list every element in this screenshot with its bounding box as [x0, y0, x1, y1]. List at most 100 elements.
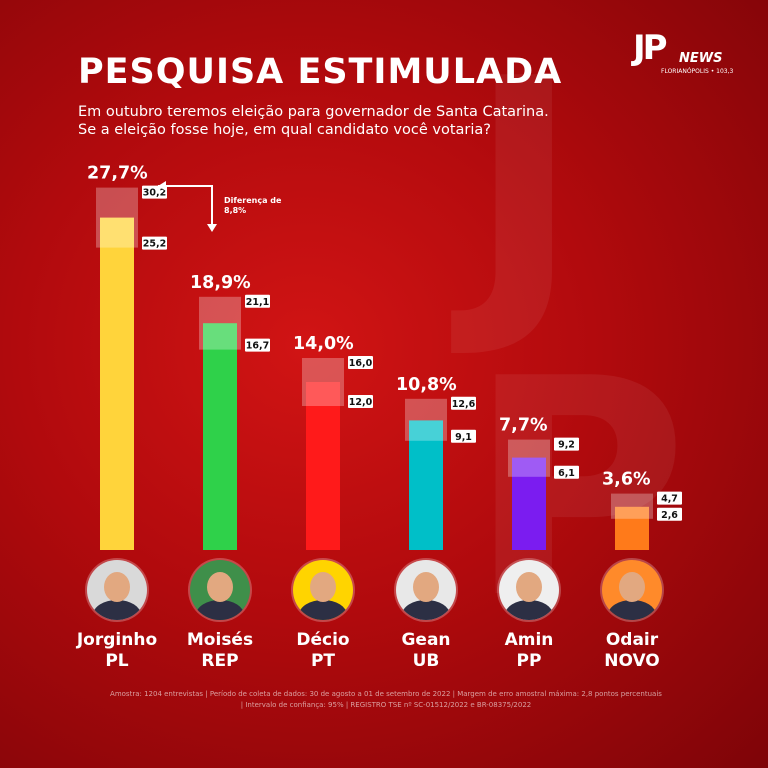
subtitle-line-1: Em outubro teremos eleição para governad…: [78, 104, 549, 120]
avatar-head: [104, 572, 130, 602]
annotation-line-2: 8,8%: [224, 206, 247, 215]
candidate-first-name: Jorginho: [76, 630, 158, 650]
logo-letters: JP: [633, 28, 668, 68]
bar: [512, 457, 546, 550]
difference-arrow-head-left: [158, 181, 166, 191]
upper-bound-label: 9,2: [558, 440, 575, 451]
error-band: [199, 296, 241, 350]
value-label: 14,0%: [293, 334, 354, 354]
error-band: [96, 187, 138, 248]
subtitle-line-2: Se a eleição fosse hoje, em qual candida…: [78, 122, 491, 138]
candidate-card: Jorginho PL: [62, 560, 172, 672]
error-band: [611, 493, 653, 519]
avatar-body: [196, 600, 244, 620]
upper-bound-label: 21,1: [246, 297, 269, 308]
annotation-line-1: Diferença de: [224, 196, 282, 205]
page-subtitle: Em outubro teremos eleição para governad…: [78, 103, 549, 139]
value-label: 7,7%: [499, 416, 548, 436]
candidate-avatar: [396, 560, 456, 620]
methodology-footnote: Amostra: 1204 entrevistas | Período de c…: [70, 689, 702, 711]
difference-arrow-line: [158, 185, 213, 226]
candidate-first-name: Odair: [605, 630, 659, 650]
candidate-list: Jorginho PL Moisés REP Décio PT Gean UB Amin PP Od…: [0, 560, 768, 680]
candidate-party: PL: [105, 651, 129, 671]
bar: [615, 506, 649, 550]
lower-bound-box: [142, 236, 167, 250]
avatar-head: [310, 572, 336, 602]
candidate-avatar: [293, 560, 353, 620]
candidate-party: REP: [201, 651, 239, 671]
candidate-party: NOVO: [604, 651, 660, 671]
candidate-first-name: Gean: [401, 630, 451, 650]
avatar-body: [402, 600, 450, 620]
candidate-avatar: [87, 560, 147, 620]
avatar-head: [207, 572, 233, 602]
candidate-card: Amin PP: [474, 560, 584, 672]
upper-bound-label: 4,7: [661, 494, 678, 505]
difference-arrow-head-down: [207, 224, 217, 232]
candidate-party: PP: [516, 651, 542, 671]
candidate-name: Moisés REP: [165, 630, 275, 672]
candidate-name: Amin PP: [474, 630, 584, 672]
candidate-avatar: [499, 560, 559, 620]
avatar-body: [608, 600, 656, 620]
candidate-name: Gean UB: [371, 630, 481, 672]
value-label: 27,7%: [87, 164, 148, 184]
lower-bound-label: 12,0: [349, 397, 373, 408]
footnote-line-2: | Intervalo de confiança: 95% | REGISTRO…: [240, 701, 532, 709]
candidate-avatar: [602, 560, 662, 620]
upper-bound-box: [245, 294, 270, 308]
avatar-head: [619, 572, 645, 602]
avatar-head: [413, 572, 439, 602]
upper-bound-box: [142, 185, 167, 199]
candidate-party: UB: [412, 651, 440, 671]
avatar-body: [93, 600, 141, 620]
upper-bound-label: 30,2: [143, 188, 166, 199]
difference-annotation: Diferença de 8,8%: [224, 196, 294, 216]
candidate-avatar: [190, 560, 250, 620]
candidate-first-name: Décio: [296, 630, 350, 650]
jp-news-logo: JP NEWS FLORIANÓPOLIS • 103,3: [633, 28, 743, 78]
candidate-first-name: Moisés: [186, 630, 254, 650]
value-label: 18,9%: [190, 273, 251, 293]
candidate-card: Odair NOVO: [577, 560, 687, 672]
error-band: [405, 398, 447, 441]
upper-bound-box: [451, 396, 476, 410]
avatar-head: [516, 572, 542, 602]
lower-bound-box: [451, 429, 476, 443]
bar: [203, 323, 237, 550]
error-band: [302, 358, 344, 406]
lower-bound-label: 16,7: [246, 341, 269, 352]
lower-bound-label: 9,1: [455, 432, 472, 443]
error-band: [508, 439, 550, 477]
logo-city: FLORIANÓPOLIS • 103,3: [661, 68, 734, 75]
bar-chart: 30,2 25,2 27,7% 21,1 16,7 18,9% 16,0 12,0 14,0% 1…: [87, 164, 682, 550]
avatar-body: [505, 600, 553, 620]
bar: [306, 382, 340, 550]
candidate-name: Odair NOVO: [577, 630, 687, 672]
value-label: 3,6%: [602, 470, 651, 490]
candidate-name: Décio PT: [268, 630, 378, 672]
upper-bound-label: 16,0: [349, 358, 373, 369]
upper-bound-box: [554, 437, 579, 451]
value-label: 10,8%: [396, 375, 457, 395]
avatar-body: [299, 600, 347, 620]
lower-bound-label: 25,2: [143, 239, 166, 250]
upper-bound-label: 12,6: [452, 399, 476, 410]
lower-bound-box: [657, 507, 682, 521]
candidate-first-name: Amin: [504, 630, 554, 650]
upper-bound-box: [348, 356, 373, 369]
lower-bound-box: [554, 465, 579, 479]
lower-bound-label: 2,6: [661, 510, 678, 521]
candidate-card: Gean UB: [371, 560, 481, 672]
candidate-party: PT: [310, 651, 336, 671]
page-title: PESQUISA ESTIMULADA: [78, 52, 563, 92]
bar: [409, 420, 443, 550]
footnote-line-1: Amostra: 1204 entrevistas | Período de c…: [110, 690, 662, 698]
candidate-card: Moisés REP: [165, 560, 275, 672]
candidate-name: Jorginho PL: [62, 630, 172, 672]
bar: [100, 217, 134, 550]
lower-bound-label: 6,1: [558, 468, 575, 479]
lower-bound-box: [348, 395, 373, 408]
upper-bound-box: [657, 491, 682, 505]
